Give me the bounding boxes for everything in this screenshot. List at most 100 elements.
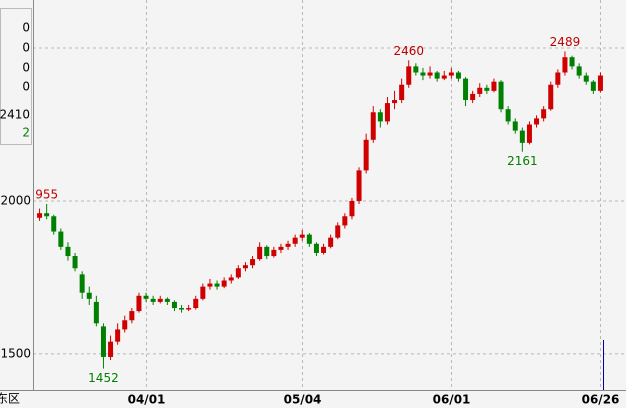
candle-body: [526, 124, 532, 143]
info-value: 2410: [0, 108, 30, 122]
candle-body: [299, 234, 305, 238]
candle-body: [58, 231, 64, 247]
candle-body: [328, 237, 334, 247]
candle-body: [349, 200, 355, 217]
candle-body: [264, 246, 270, 257]
candle-body: [377, 112, 383, 122]
info-value: 0: [22, 80, 30, 94]
candle-body: [342, 216, 348, 226]
candle-body: [271, 249, 277, 257]
candle-body: [179, 308, 185, 310]
candle-body: [363, 139, 369, 171]
candle-body: [441, 75, 447, 79]
candle-body: [519, 130, 525, 143]
candle-body: [285, 243, 291, 247]
candle-body: [242, 265, 248, 269]
annotation: 955: [35, 188, 58, 202]
candle-body: [356, 170, 362, 201]
candle-body: [576, 66, 582, 76]
candle-body: [569, 57, 575, 67]
candle-body: [491, 81, 497, 91]
candle-body: [93, 301, 99, 324]
info-box: 0 0 0 0 2410 2: [0, 8, 32, 145]
info-value: 2: [22, 126, 30, 140]
candle-body: [427, 72, 433, 76]
candle-body: [406, 66, 412, 85]
candle-body: [384, 103, 390, 122]
candle-body: [200, 286, 206, 299]
candle-body: [448, 72, 454, 76]
info-value: 0: [22, 21, 30, 35]
candle-body: [555, 72, 561, 85]
candle-body: [186, 308, 192, 310]
candle-body: [484, 87, 490, 91]
x-tick-label: 05/04: [284, 393, 322, 407]
candle-body: [65, 246, 71, 257]
candle-body: [590, 81, 596, 91]
candle-body: [399, 84, 405, 101]
candle-body: [171, 301, 177, 309]
candle-body: [335, 225, 341, 238]
candle-body: [257, 246, 263, 260]
candle-body: [72, 256, 78, 269]
candle-body: [455, 72, 461, 79]
candle-body: [413, 66, 419, 73]
candle-body: [228, 277, 234, 281]
candle-body: [115, 329, 121, 342]
info-frame: [0, 8, 32, 145]
candle-body: [250, 259, 256, 266]
candle-body: [143, 295, 149, 299]
candle-body: [583, 75, 589, 82]
corner-label: 东区: [0, 392, 20, 406]
candle-body: [597, 75, 603, 91]
x-tick-label: 06/26: [582, 393, 620, 407]
candle-body: [278, 246, 284, 250]
candle-body: [207, 283, 213, 287]
candle-body: [157, 298, 163, 302]
candle-body: [150, 298, 156, 302]
candle-body: [214, 283, 220, 287]
candle-body: [86, 292, 92, 299]
candle-body: [136, 295, 142, 312]
candle-body: [100, 326, 106, 357]
candle-body: [79, 274, 85, 293]
x-tick-label: 06/01: [433, 393, 471, 407]
plot: [37, 51, 603, 369]
annotation: 1452: [88, 371, 119, 385]
candle-body: [392, 100, 398, 104]
candle-body: [193, 298, 199, 309]
candle-body: [122, 320, 128, 330]
candle-body: [463, 78, 469, 101]
annotation: 2161: [507, 154, 538, 168]
candle-body: [434, 72, 440, 79]
candle-body: [129, 311, 135, 321]
candle-body: [420, 72, 426, 76]
annotation: 2460: [393, 44, 424, 58]
candle-body: [534, 118, 540, 125]
annotation: 2489: [550, 35, 581, 49]
candle-body: [477, 87, 483, 94]
candle-body: [44, 213, 50, 217]
candle-body: [512, 121, 518, 131]
candle-body: [470, 93, 476, 101]
candle-body: [541, 109, 547, 119]
candle-body: [164, 298, 170, 302]
candle-body: [306, 234, 312, 244]
y-tick-label: 2000: [0, 193, 31, 207]
candle-body: [562, 57, 568, 73]
candle-body: [313, 243, 319, 253]
x-tick-label: 04/01: [128, 393, 166, 407]
candle-body: [548, 84, 554, 110]
candle-body: [292, 237, 298, 244]
candle-body: [321, 246, 327, 253]
candle-body: [370, 112, 376, 140]
candle-body: [37, 213, 43, 218]
info-value: 0: [22, 41, 30, 55]
grid: [33, 0, 626, 390]
candle-body: [235, 268, 241, 278]
candle-body: [108, 341, 114, 357]
candle-body: [498, 81, 504, 110]
info-value: 0: [22, 61, 30, 75]
